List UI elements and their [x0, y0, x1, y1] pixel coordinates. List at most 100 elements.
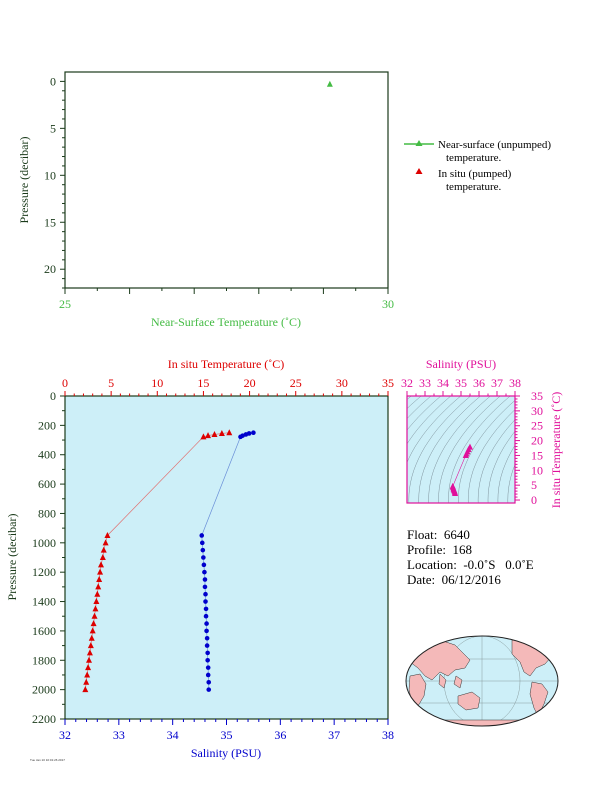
timestamp-footer: Tue Jan 10 10:01:26 2017: [30, 758, 65, 762]
ts-contour-line: [538, 393, 603, 506]
temperature-tick-label: 0: [62, 376, 68, 390]
ts-ytick-label: 30: [531, 404, 543, 418]
temperature-point: [84, 671, 91, 678]
ts-xtick-label: 33: [419, 376, 431, 390]
salinity-point: [205, 657, 210, 663]
profile-ytick-label: 400: [38, 448, 56, 462]
temperature-tick-label: 15: [197, 376, 209, 390]
temperature-point: [218, 429, 225, 436]
temperature-tick-label: 20: [244, 376, 256, 390]
temperature-tick-label: 35: [382, 376, 394, 390]
near-surface-legend: Near-surface (unpumped) temperature. In …: [404, 139, 551, 193]
ts-contour-line: [428, 396, 491, 503]
legend-red-triangle-icon: [415, 168, 423, 174]
temperature-point: [104, 531, 111, 538]
ts-contour-line: [448, 396, 511, 503]
near-surface-plot-area: [64, 71, 389, 289]
salinity-point: [203, 591, 208, 597]
near-surface-panel: 0 5 10 15 20 25 30 Pressure (decibar) Near-Su…: [17, 71, 394, 329]
near-surface-xlabel: Near-Surface Temperature (˚C): [151, 315, 301, 329]
temperature-point: [86, 649, 93, 656]
ts-xtick-label: 37: [491, 376, 503, 390]
ts-xtick-label: 38: [509, 376, 521, 390]
near-surface-ytick-label: 10: [44, 168, 56, 182]
ts-ytick-label: 5: [531, 478, 537, 492]
ts-ytick-label: 15: [531, 448, 543, 462]
salinity-point: [202, 577, 208, 582]
salinity-point: [203, 613, 209, 619]
temperature-point: [100, 546, 107, 553]
salinity-point: [206, 679, 212, 685]
temperature-point: [97, 561, 104, 568]
salinity-point: [204, 621, 209, 626]
ts-contour-line: [507, 464, 515, 503]
temperature-point: [97, 568, 104, 575]
temperature-tick-label: 30: [336, 376, 348, 390]
ts-ylabel: In situ Temperature (˚C): [549, 392, 563, 509]
ts-title: Salinity (PSU): [426, 357, 496, 371]
salinity-point: [204, 635, 210, 641]
near-surface-ylabel: Pressure (decibar): [17, 137, 31, 224]
world-map: [405, 635, 559, 727]
salinity-point: [203, 606, 209, 612]
float-id: Float: 6640: [407, 527, 470, 542]
ts-ytick-label: 10: [531, 463, 543, 477]
salinity-tick-label: 32: [59, 728, 71, 742]
ts-contour-line: [418, 396, 481, 503]
salinity-point: [205, 672, 211, 678]
ts-ytick-label: 0: [531, 493, 537, 507]
ts-contour-line: [477, 419, 515, 503]
ts-contour-line: [407, 396, 442, 431]
salinity-point: [205, 650, 210, 656]
ts-xtick-label: 35: [455, 376, 467, 390]
temperature-point: [102, 539, 109, 546]
salinity-point: [201, 555, 206, 560]
ts-point: [462, 451, 469, 458]
temperature-point: [226, 429, 233, 436]
legend-item-2-line2: temperature.: [446, 181, 502, 193]
ts-contour-line: [407, 396, 452, 445]
ts-contour-line: [487, 430, 515, 503]
ts-xtick-label: 34: [437, 376, 449, 390]
salinity-point: [205, 665, 211, 670]
temperature-point: [88, 634, 95, 641]
temperature-point: [94, 590, 101, 597]
salinity-tick-label: 36: [274, 728, 286, 742]
profile-ytick-label: 200: [38, 418, 56, 432]
salinity-point: [202, 584, 208, 590]
ts-contour-line: [407, 396, 462, 464]
temperature-tick-label: 10: [151, 376, 163, 390]
ts-ytick-label: 20: [531, 434, 543, 448]
temperature-point: [200, 433, 207, 440]
salinity-point: [199, 533, 205, 538]
legend-green-triangle-icon: [415, 140, 423, 146]
profile-ytick-label: 1600: [32, 624, 56, 638]
near-surface-point: [326, 80, 333, 87]
ts-contour-line: [438, 396, 501, 503]
temperature-point: [91, 612, 98, 619]
salinity-point: [206, 687, 212, 692]
profile-ytick-label: 1000: [32, 536, 56, 550]
salinity-point: [204, 628, 209, 634]
temperature-point: [211, 430, 218, 437]
salinity-point: [203, 599, 208, 604]
temperature-tick-label: 5: [108, 376, 114, 390]
legend-item-1-line2: temperature.: [446, 152, 502, 164]
date: Date: 06/12/2016: [407, 572, 501, 587]
ts-contour-line: [408, 396, 471, 503]
profile-panel: 0200400600800100012001400160018002000220…: [5, 357, 394, 760]
profile-plot-area: [64, 395, 389, 720]
ts-density-contours: [407, 393, 603, 506]
near-surface-ytick-label: 15: [44, 215, 56, 229]
profile-number: Profile: 168: [407, 542, 472, 557]
near-surface-ytick-label: 5: [50, 121, 56, 135]
salinity-tick-label: 33: [113, 728, 125, 742]
temperature-point: [85, 664, 92, 671]
profile-ytick-label: 2200: [32, 712, 56, 726]
salinity-tick-label: 37: [328, 728, 340, 742]
ts-xtick-label: 32: [401, 376, 413, 390]
near-surface-ytick-label: 20: [44, 262, 56, 276]
temperature-point: [89, 627, 96, 634]
ts-contour-line: [407, 396, 432, 419]
